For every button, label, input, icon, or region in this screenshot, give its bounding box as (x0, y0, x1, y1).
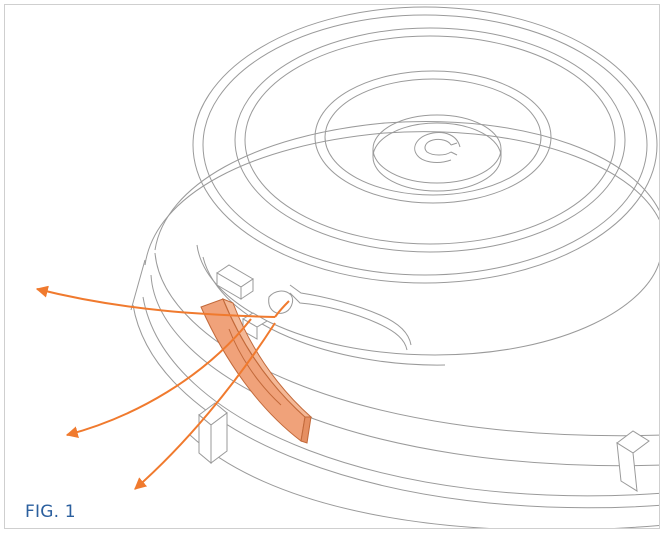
arrow-upper-tail (274, 300, 290, 318)
top-cap (192, 6, 659, 366)
center-hub (372, 114, 502, 192)
figure-frame: FIG. 1 (4, 4, 660, 529)
base-tabs (198, 402, 650, 492)
latch-blocks (216, 264, 268, 340)
motion-arrows (35, 285, 290, 490)
arrow-middle (65, 318, 252, 439)
arrow-lower (134, 322, 276, 490)
figure-label: FIG. 1 (25, 502, 76, 522)
arrow-upper (35, 285, 276, 318)
device-drawing (35, 6, 659, 528)
cap-notch (268, 284, 412, 351)
